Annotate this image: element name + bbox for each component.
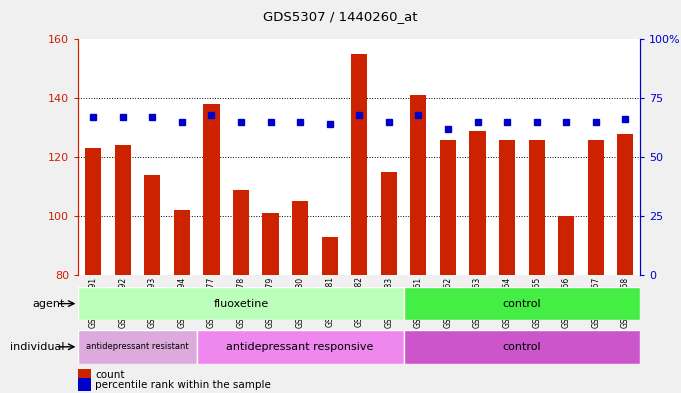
Bar (114, 145, 131, 275)
Bar (197, 330, 404, 364)
Text: control: control (503, 299, 541, 309)
Bar (404, 330, 640, 364)
Bar (85, 148, 101, 275)
Text: individual: individual (10, 342, 65, 352)
Text: fluoxetine: fluoxetine (213, 299, 268, 309)
Bar (617, 134, 633, 275)
Text: percentile rank within the sample: percentile rank within the sample (95, 380, 271, 390)
Bar (588, 140, 604, 275)
Bar (144, 175, 160, 275)
Bar (404, 287, 640, 320)
Text: count: count (95, 370, 125, 380)
Text: control: control (503, 342, 541, 352)
Bar (321, 237, 338, 275)
Text: antidepressant resistant: antidepressant resistant (86, 342, 189, 351)
Bar (351, 54, 367, 275)
Bar (262, 213, 279, 275)
Bar (558, 216, 574, 275)
Bar (440, 140, 456, 275)
Bar (174, 210, 190, 275)
Text: antidepressant responsive: antidepressant responsive (226, 342, 374, 352)
Bar (78, 330, 197, 364)
Bar (469, 130, 486, 275)
Bar (78, 287, 404, 320)
Bar (410, 95, 426, 275)
Bar (233, 189, 249, 275)
Bar (292, 201, 308, 275)
Bar (203, 104, 219, 275)
Bar (499, 140, 516, 275)
Text: agent: agent (32, 299, 65, 309)
Bar (528, 140, 545, 275)
Bar (381, 172, 397, 275)
Text: GDS5307 / 1440260_at: GDS5307 / 1440260_at (264, 10, 417, 23)
